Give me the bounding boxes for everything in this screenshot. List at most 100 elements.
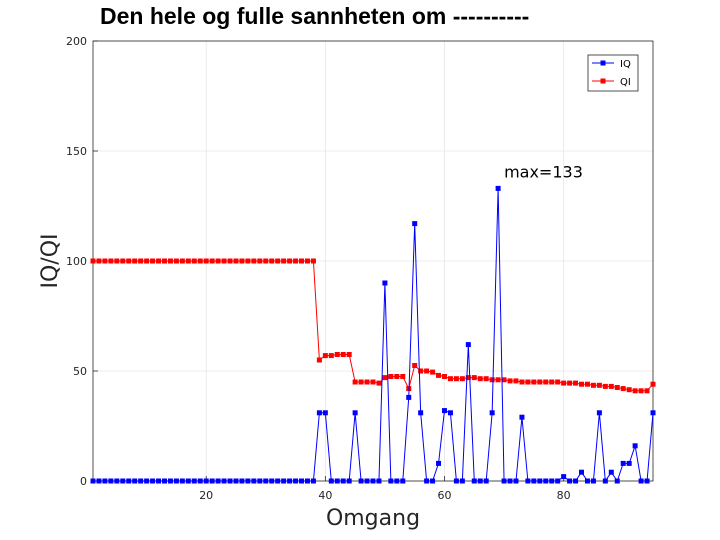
data-point-qi bbox=[537, 379, 543, 385]
data-point-qi bbox=[519, 379, 525, 385]
data-point-iq bbox=[239, 478, 245, 484]
data-point-qi bbox=[531, 379, 537, 385]
data-point-iq bbox=[364, 478, 370, 484]
data-point-iq bbox=[245, 478, 251, 484]
data-point-qi bbox=[120, 258, 126, 264]
data-point-iq bbox=[531, 478, 537, 484]
legend-marker-iq bbox=[600, 60, 606, 66]
data-point-qi bbox=[138, 258, 144, 264]
data-point-qi bbox=[173, 258, 179, 264]
data-point-iq bbox=[156, 478, 162, 484]
data-point-qi bbox=[132, 258, 138, 264]
data-point-iq bbox=[495, 185, 501, 191]
data-point-iq bbox=[537, 478, 543, 484]
data-point-iq bbox=[209, 478, 215, 484]
data-point-qi bbox=[650, 381, 656, 387]
data-point-iq bbox=[304, 478, 310, 484]
data-point-qi bbox=[453, 376, 459, 382]
data-point-iq bbox=[370, 478, 376, 484]
data-point-qi bbox=[299, 258, 305, 264]
data-point-qi bbox=[203, 258, 209, 264]
data-point-qi bbox=[352, 379, 358, 385]
data-point-qi bbox=[507, 378, 513, 384]
data-point-qi bbox=[447, 376, 453, 382]
series-qi bbox=[90, 258, 656, 394]
data-point-qi bbox=[126, 258, 132, 264]
data-point-qi bbox=[489, 377, 495, 383]
data-point-iq bbox=[447, 410, 453, 416]
data-point-iq bbox=[227, 478, 233, 484]
data-point-iq bbox=[215, 478, 221, 484]
series-iq bbox=[90, 185, 656, 484]
data-point-qi bbox=[614, 385, 620, 390]
data-point-qi bbox=[156, 258, 162, 264]
data-point-qi bbox=[281, 258, 287, 264]
x-axis-label: Omgang bbox=[326, 506, 420, 531]
data-point-iq bbox=[90, 478, 96, 484]
data-point-qi bbox=[340, 352, 346, 357]
data-point-qi bbox=[465, 375, 471, 381]
data-point-iq bbox=[197, 478, 203, 484]
data-point-iq bbox=[614, 478, 620, 484]
data-point-iq bbox=[203, 478, 209, 484]
data-point-qi bbox=[144, 258, 150, 264]
data-point-iq bbox=[626, 460, 632, 466]
data-point-iq bbox=[316, 410, 322, 416]
data-point-iq bbox=[465, 342, 471, 348]
data-point-iq bbox=[108, 478, 114, 484]
data-point-iq bbox=[191, 478, 197, 484]
data-point-qi bbox=[495, 377, 501, 383]
data-point-iq bbox=[400, 478, 406, 484]
x-tick-label: 60 bbox=[437, 489, 451, 502]
data-point-qi bbox=[328, 353, 334, 359]
data-point-qi bbox=[263, 258, 269, 264]
data-point-qi bbox=[608, 383, 614, 389]
data-point-qi bbox=[626, 387, 632, 393]
data-point-qi bbox=[388, 374, 394, 379]
data-point-iq bbox=[459, 478, 465, 484]
data-point-iq bbox=[596, 410, 602, 416]
data-point-qi bbox=[90, 258, 96, 264]
data-point-qi bbox=[275, 258, 281, 264]
axis-ticks: 20 40 60 80 0 50 100 150 200 bbox=[66, 35, 571, 502]
data-point-qi bbox=[370, 379, 376, 385]
data-point-qi bbox=[167, 258, 173, 264]
data-point-qi bbox=[245, 258, 251, 264]
data-point-qi bbox=[322, 353, 328, 359]
data-point-qi bbox=[567, 380, 573, 386]
data-point-iq bbox=[376, 478, 382, 484]
data-point-iq bbox=[513, 478, 519, 484]
data-point-qi bbox=[185, 258, 191, 264]
data-point-qi bbox=[251, 258, 257, 264]
data-point-iq bbox=[573, 478, 579, 484]
data-point-qi bbox=[418, 368, 424, 374]
data-point-qi bbox=[96, 258, 102, 264]
data-point-iq bbox=[406, 394, 412, 400]
data-point-qi bbox=[430, 369, 436, 375]
data-point-iq bbox=[281, 478, 287, 484]
data-point-iq bbox=[322, 410, 328, 416]
data-point-iq bbox=[394, 478, 400, 484]
data-point-qi bbox=[376, 380, 382, 386]
data-point-qi bbox=[436, 372, 442, 378]
data-point-iq bbox=[179, 478, 185, 484]
data-point-qi bbox=[501, 377, 507, 383]
y-tick-label: 50 bbox=[73, 365, 87, 378]
x-tick-label: 40 bbox=[318, 489, 332, 502]
data-point-qi bbox=[287, 258, 293, 264]
data-point-iq bbox=[620, 460, 626, 466]
data-point-iq bbox=[436, 460, 442, 466]
data-point-qi bbox=[310, 258, 316, 264]
data-point-qi bbox=[471, 375, 477, 381]
series-layer bbox=[90, 185, 656, 484]
data-point-iq bbox=[132, 478, 138, 484]
data-point-qi bbox=[632, 388, 638, 394]
data-point-iq bbox=[120, 478, 126, 484]
data-point-iq bbox=[310, 478, 316, 484]
data-point-iq bbox=[96, 478, 102, 484]
legend-label-iq: IQ bbox=[620, 59, 631, 70]
data-point-qi bbox=[477, 376, 483, 382]
data-point-iq bbox=[126, 478, 132, 484]
data-point-qi bbox=[269, 258, 275, 264]
data-point-qi bbox=[596, 382, 602, 388]
